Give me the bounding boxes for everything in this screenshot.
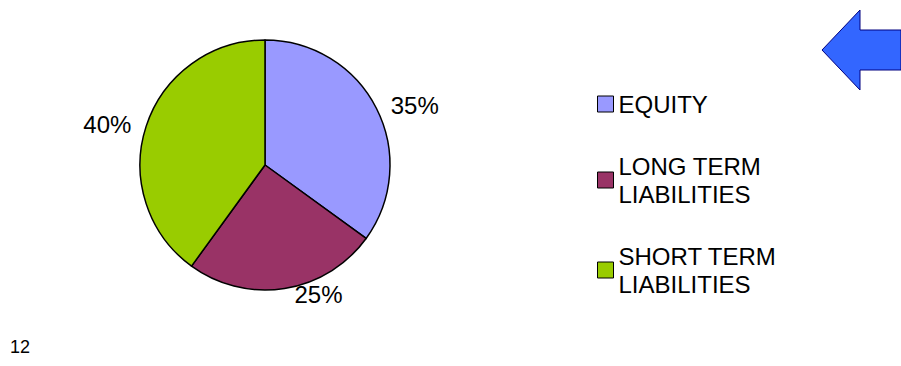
svg-text:EQUITY: EQUITY xyxy=(619,91,708,118)
svg-text:25%: 25% xyxy=(294,281,342,308)
svg-text:LIABILITIES: LIABILITIES xyxy=(619,181,751,208)
svg-text:12: 12 xyxy=(10,337,30,357)
svg-text:LIABILITIES: LIABILITIES xyxy=(619,271,751,298)
svg-text:SHORT TERM: SHORT TERM xyxy=(619,243,783,270)
svg-text:40%: 40% xyxy=(83,111,131,138)
svg-text:LONG TERM: LONG TERM xyxy=(619,153,768,180)
svg-text:35%: 35% xyxy=(391,92,439,119)
